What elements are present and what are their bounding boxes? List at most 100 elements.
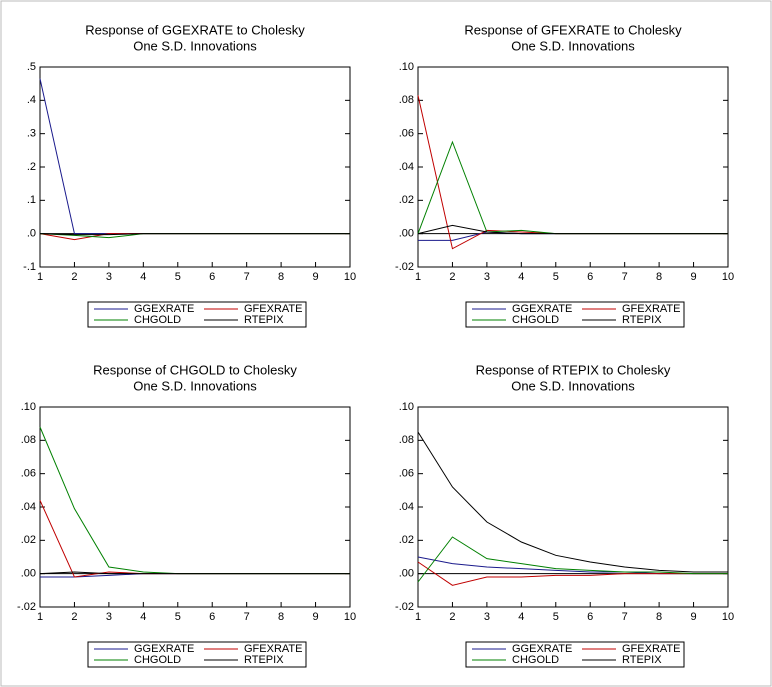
y-tick-label: .10 (21, 401, 36, 413)
series-line (417, 536, 728, 583)
chart-title: Response of GFEXRATE to Cholesky (464, 22, 682, 37)
x-tick-label: 9 (312, 611, 318, 623)
y-tick-label: -.1 (23, 261, 36, 273)
legend-label: CHGOLD (512, 314, 559, 326)
y-tick-label: .06 (21, 468, 36, 480)
legend-label: CHGOLD (512, 654, 559, 666)
chart-title: Response of RTEPIX to Cholesky (476, 362, 671, 377)
y-tick-label: .10 (399, 401, 414, 413)
legend-label: GGEXRATE (134, 303, 194, 315)
x-tick-label: 1 (415, 271, 421, 283)
series-line (39, 233, 350, 236)
plot-area (39, 406, 351, 608)
plot-area (39, 66, 351, 268)
x-tick-label: 7 (622, 271, 628, 283)
legend-label: RTEPIX (622, 654, 662, 666)
y-tick-label: .02 (21, 534, 36, 546)
chart-subtitle: One S.D. Innovations (511, 378, 635, 393)
x-tick-label: 3 (106, 611, 112, 623)
legend-label: GGEXRATE (512, 303, 572, 315)
series-line (417, 431, 728, 573)
x-tick-label: 7 (622, 611, 628, 623)
legend (87, 641, 307, 668)
x-tick-label: 9 (690, 271, 696, 283)
legend-label: GFEXRATE (244, 303, 302, 315)
chart-subtitle: One S.D. Innovations (133, 378, 257, 393)
series-line (417, 561, 728, 586)
legend-label: GFEXRATE (244, 643, 302, 655)
x-tick-label: 8 (278, 611, 284, 623)
y-tick-label: .2 (27, 161, 36, 173)
legend-label: RTEPIX (244, 654, 284, 666)
x-tick-label: 9 (690, 611, 696, 623)
x-tick-label: 6 (209, 271, 215, 283)
x-tick-label: 6 (209, 611, 215, 623)
x-tick-label: 5 (175, 611, 181, 623)
y-tick-label: .1 (27, 194, 36, 206)
chart-title: Response of CHGOLD to Cholesky (93, 362, 297, 377)
x-tick-label: 3 (106, 271, 112, 283)
legend-label: CHGOLD (134, 654, 181, 666)
legend (465, 641, 685, 668)
y-tick-label: .02 (399, 194, 414, 206)
y-tick-label: .00 (21, 568, 36, 580)
x-tick-label: 2 (71, 271, 77, 283)
y-tick-label: .08 (399, 434, 414, 446)
x-tick-label: 10 (722, 611, 734, 623)
x-tick-label: 1 (37, 271, 43, 283)
x-tick-label: 4 (140, 611, 146, 623)
series-line (417, 224, 728, 235)
x-tick-label: 10 (722, 271, 734, 283)
series-line (39, 571, 350, 575)
x-tick-label: 5 (175, 271, 181, 283)
x-tick-label: 8 (278, 271, 284, 283)
y-tick-label: .08 (21, 434, 36, 446)
legend-label: CHGOLD (134, 314, 181, 326)
y-tick-label: .0 (27, 228, 36, 240)
y-tick-label: -.02 (395, 261, 414, 273)
x-tick-label: 2 (449, 611, 455, 623)
y-tick-label: .04 (21, 501, 36, 513)
x-tick-label: 4 (518, 271, 524, 283)
y-tick-label: .04 (399, 501, 414, 513)
y-tick-label: .06 (399, 128, 414, 140)
plot-area (417, 406, 729, 608)
y-tick-label: -.02 (17, 601, 36, 613)
x-tick-label: 7 (244, 611, 250, 623)
y-tick-label: .02 (399, 534, 414, 546)
y-tick-label: .00 (399, 568, 414, 580)
x-tick-label: 3 (484, 271, 490, 283)
legend-label: RTEPIX (244, 314, 284, 326)
y-tick-label: .5 (27, 61, 36, 73)
chart-subtitle: One S.D. Innovations (511, 38, 635, 53)
y-tick-label: -.02 (395, 601, 414, 613)
x-tick-label: 10 (344, 611, 356, 623)
legend-label: GFEXRATE (622, 303, 680, 315)
y-tick-label: .06 (399, 468, 414, 480)
legend-label: GGEXRATE (134, 643, 194, 655)
y-tick-label: .00 (399, 228, 414, 240)
legend (465, 301, 685, 328)
x-tick-label: 3 (484, 611, 490, 623)
x-tick-label: 1 (37, 611, 43, 623)
x-tick-label: 2 (449, 271, 455, 283)
x-tick-label: 1 (415, 611, 421, 623)
x-tick-label: 6 (587, 271, 593, 283)
legend-label: GGEXRATE (512, 643, 572, 655)
x-tick-label: 8 (656, 271, 662, 283)
y-tick-label: .4 (27, 94, 36, 106)
y-tick-label: .10 (399, 61, 414, 73)
y-tick-label: .08 (399, 94, 414, 106)
x-tick-label: 4 (518, 611, 524, 623)
y-tick-label: .3 (27, 128, 36, 140)
x-tick-label: 7 (244, 271, 250, 283)
legend (87, 301, 307, 328)
y-tick-label: .04 (399, 161, 414, 173)
x-tick-label: 8 (656, 611, 662, 623)
x-tick-label: 4 (140, 271, 146, 283)
x-tick-label: 5 (553, 271, 559, 283)
x-tick-label: 9 (312, 271, 318, 283)
chart-title: Response of GGEXRATE to Cholesky (85, 22, 305, 37)
x-tick-label: 10 (344, 271, 356, 283)
